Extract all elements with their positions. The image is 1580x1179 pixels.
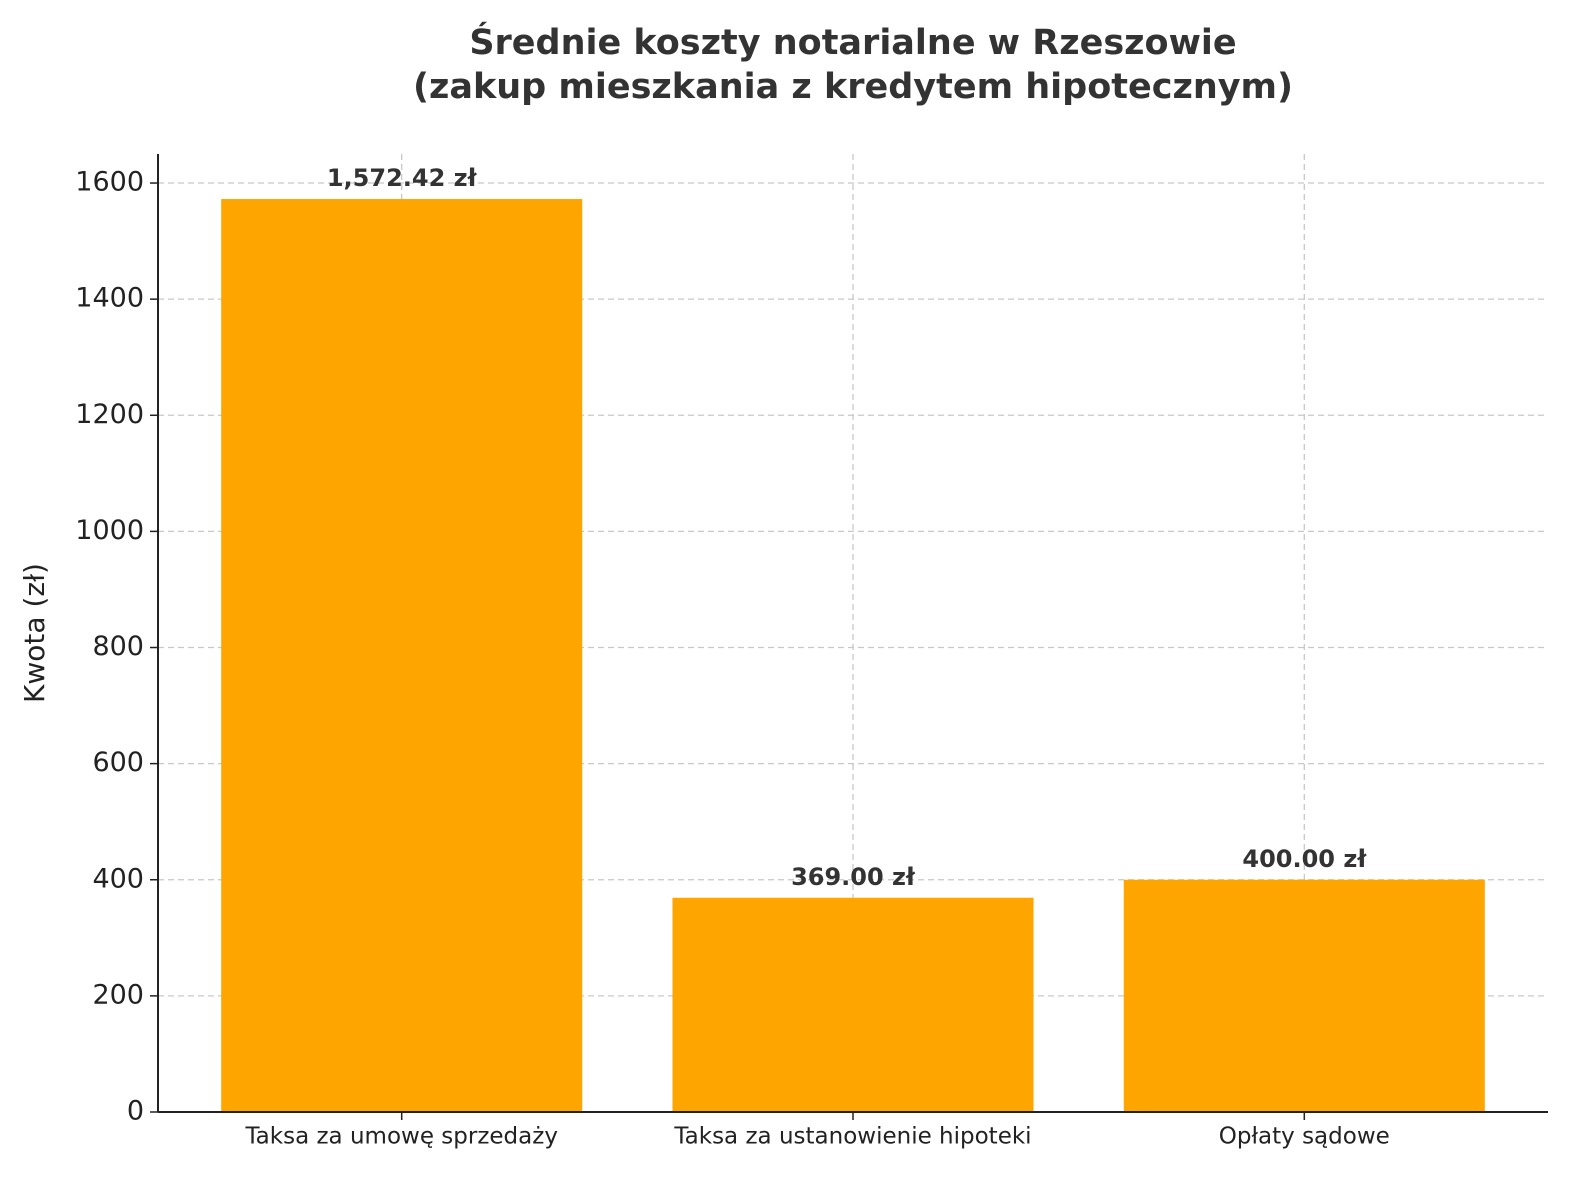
y-tick-label: 200 bbox=[92, 979, 144, 1010]
y-axis-label: Kwota (zł) bbox=[18, 563, 51, 703]
y-tick-label: 1000 bbox=[75, 515, 144, 546]
y-tick-label: 400 bbox=[92, 863, 144, 894]
value-label: 400.00 zł bbox=[1242, 845, 1367, 873]
bar bbox=[1123, 879, 1485, 1112]
bar bbox=[221, 199, 583, 1113]
x-tick-label: Taksa za ustanowienie hipoteki bbox=[673, 1124, 1031, 1150]
bar bbox=[672, 897, 1034, 1112]
y-tick-label: 1200 bbox=[75, 399, 144, 430]
value-label: 369.00 zł bbox=[791, 863, 916, 891]
x-tick-label: Taksa za umowę sprzedaży bbox=[244, 1124, 558, 1150]
y-tick-label: 800 bbox=[92, 631, 144, 662]
y-tick-label: 1600 bbox=[75, 167, 144, 198]
chart-title: (zakup mieszkania z kredytem hipotecznym… bbox=[413, 67, 1293, 107]
y-tick-label: 1400 bbox=[75, 283, 144, 314]
value-label: 1,572.42 zł bbox=[327, 164, 478, 192]
chart-title: Średnie koszty notarialne w Rzeszowie bbox=[469, 21, 1236, 63]
y-tick-label: 0 bbox=[127, 1096, 144, 1127]
x-tick-label: Opłaty sądowe bbox=[1219, 1124, 1390, 1150]
y-tick-label: 600 bbox=[92, 747, 144, 778]
